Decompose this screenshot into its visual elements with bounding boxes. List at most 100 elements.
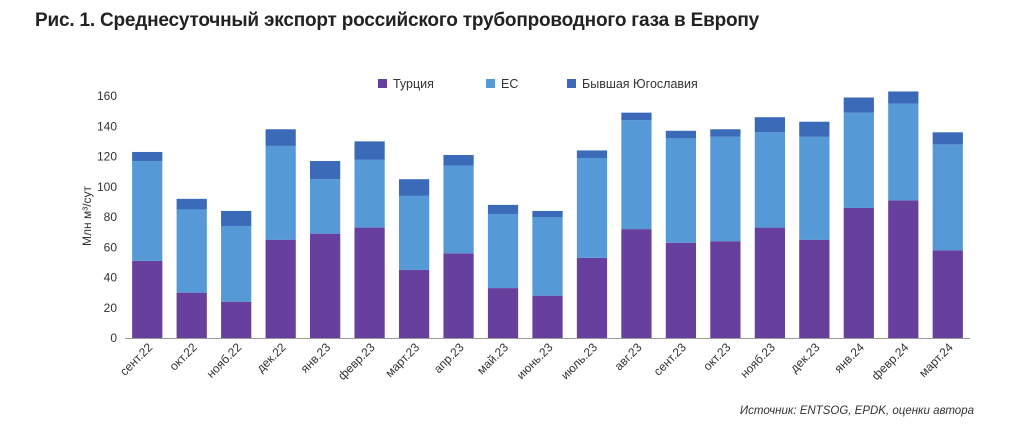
y-tick-label: 80 <box>104 210 118 224</box>
bar-segment-series-1-cat-7 <box>443 165 474 254</box>
bar-segment-series-2-cat-11 <box>621 112 652 121</box>
legend: Турция ЕС Бывшая Югославия <box>378 77 698 91</box>
bar-segment-series-1-cat-3 <box>265 145 296 240</box>
bar-segment-series-1-cat-16 <box>843 112 874 208</box>
legend-swatch <box>567 79 576 88</box>
y-tick-label: 20 <box>104 301 118 315</box>
bar-segment-series-2-cat-18 <box>932 132 963 145</box>
bar-segment-series-1-cat-4 <box>310 179 341 234</box>
x-tick-label: сент.22 <box>117 340 156 379</box>
bar-segment-series-2-cat-3 <box>265 129 296 146</box>
x-tick-label: февр.24 <box>869 340 912 383</box>
bar-segment-series-2-cat-8 <box>487 204 519 214</box>
legend-swatch <box>378 79 387 88</box>
bar-segment-series-1-cat-1 <box>176 209 207 293</box>
x-tick-label: янв.24 <box>831 340 867 376</box>
bar-segment-series-2-cat-1 <box>176 198 207 210</box>
bar-segment-series-1-cat-5 <box>354 159 385 228</box>
bar-segment-series-1-cat-9 <box>532 217 563 296</box>
bar-segment-series-1-cat-13 <box>710 136 741 242</box>
bar-segment-series-2-cat-16 <box>843 97 874 113</box>
x-tick-label: авг.23 <box>612 340 645 373</box>
x-tick-label: дек.23 <box>787 340 822 375</box>
bar-segment-series-0-cat-5 <box>354 227 385 338</box>
bar-segment-series-1-cat-14 <box>754 132 785 228</box>
x-tick-labels: сент.22 окт.22 нояб.22 дек.22 янв.23 февр.23 м… <box>117 340 956 383</box>
y-tick-label: 120 <box>97 150 117 164</box>
bar-segment-series-0-cat-11 <box>621 229 652 338</box>
x-tick-label: окт.23 <box>700 340 733 373</box>
bar-segment-series-2-cat-9 <box>532 210 563 217</box>
y-tick-labels: 0 20 40 60 80 100 120 140 160 <box>97 89 117 345</box>
x-tick-label: дек.22 <box>254 340 289 375</box>
bar-segment-series-0-cat-7 <box>443 253 474 338</box>
x-tick-label: март.24 <box>916 340 956 380</box>
bar-segment-series-2-cat-15 <box>799 121 830 137</box>
x-tick-label: янв.23 <box>298 340 334 376</box>
bar-segment-series-0-cat-2 <box>221 301 252 338</box>
bar-segment-series-0-cat-14 <box>754 227 785 338</box>
bar-segment-series-1-cat-18 <box>932 144 963 251</box>
bar-segment-series-0-cat-8 <box>487 288 519 338</box>
bar-segment-series-1-cat-8 <box>487 213 519 289</box>
x-tick-label: апр.23 <box>431 340 467 376</box>
y-tick-label: 60 <box>104 240 118 254</box>
bar-segment-series-0-cat-18 <box>932 250 963 338</box>
x-tick-label: сент.23 <box>651 340 690 379</box>
bar-segment-series-0-cat-1 <box>176 292 207 339</box>
bar-segment-series-0-cat-0 <box>132 260 163 338</box>
x-tick-label: нояб.22 <box>204 340 245 381</box>
legend-label: Турция <box>393 77 434 91</box>
legend-swatch <box>486 79 495 88</box>
legend-label: ЕС <box>501 77 518 91</box>
bar-segment-series-0-cat-4 <box>310 233 341 338</box>
bar-segment-series-2-cat-2 <box>221 210 252 227</box>
y-tick-label: 40 <box>104 271 118 285</box>
source-note: Источник: ENTSOG, EPDK, оценки автора <box>739 405 974 417</box>
bar-segment-series-0-cat-10 <box>576 257 608 338</box>
bar-segment-series-2-cat-7 <box>443 154 474 166</box>
bar-segment-series-2-cat-0 <box>132 151 163 162</box>
y-tick-label: 100 <box>97 180 117 194</box>
bar-segment-series-1-cat-12 <box>665 138 697 243</box>
bar-segment-series-0-cat-17 <box>888 200 919 338</box>
x-tick-label: июнь.23 <box>514 340 556 382</box>
bar-segment-series-0-cat-12 <box>665 242 697 338</box>
bar-segment-series-0-cat-13 <box>710 241 741 338</box>
legend-label: Бывшая Югославия <box>582 77 698 91</box>
bar-segment-series-1-cat-6 <box>398 195 430 270</box>
bar-segment-series-2-cat-17 <box>888 91 919 104</box>
x-tick-label: май.23 <box>474 340 511 377</box>
bar-segment-series-1-cat-11 <box>621 120 652 230</box>
bar-segment-series-1-cat-0 <box>132 161 163 261</box>
x-tick-label: март.23 <box>382 340 422 380</box>
bar-segment-series-2-cat-14 <box>754 117 785 133</box>
y-tick-label: 0 <box>110 331 117 345</box>
bar-segment-series-2-cat-5 <box>354 141 385 160</box>
x-tick-label: июль.23 <box>558 340 600 382</box>
bar-segment-series-2-cat-10 <box>576 150 608 159</box>
y-axis-label-group: Млн м³/сут <box>80 185 94 246</box>
bar-segment-series-0-cat-3 <box>265 239 296 338</box>
bar-segment-series-0-cat-6 <box>398 269 430 338</box>
bar-segment-series-1-cat-17 <box>888 103 919 201</box>
figure-title: Рис. 1. Среднесуточный экспорт российско… <box>35 10 760 31</box>
bar-segment-series-2-cat-6 <box>398 179 430 196</box>
bar-segment-series-2-cat-4 <box>310 161 341 180</box>
x-tick-label: февр.23 <box>335 340 378 383</box>
bar-segment-series-2-cat-12 <box>665 130 697 139</box>
bar-segment-series-0-cat-15 <box>799 239 830 338</box>
bar-segment-series-0-cat-16 <box>843 207 874 338</box>
x-tick-label: нояб.23 <box>737 340 778 381</box>
bar-segment-series-1-cat-2 <box>221 226 252 302</box>
bar-segment-series-1-cat-15 <box>799 136 830 240</box>
y-tick-label: 160 <box>97 89 117 103</box>
bars <box>132 91 963 339</box>
bar-segment-series-1-cat-10 <box>576 158 608 258</box>
bar-segment-series-0-cat-9 <box>532 295 563 338</box>
y-axis-label: Млн м³/сут <box>80 185 94 246</box>
bar-segment-series-2-cat-13 <box>710 129 741 137</box>
x-tick-label: окт.22 <box>167 340 200 373</box>
y-tick-label: 140 <box>97 119 117 133</box>
